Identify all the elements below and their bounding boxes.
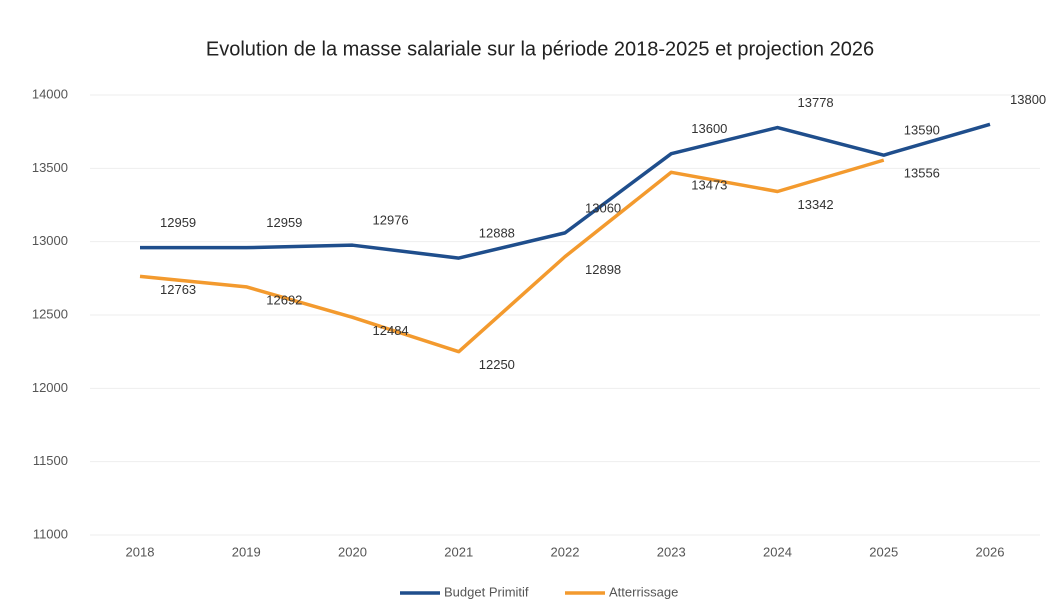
x-tick-label: 2019: [232, 544, 261, 559]
y-tick-label: 13500: [32, 160, 68, 175]
y-tick-label: 13000: [32, 233, 68, 248]
legend-label: Budget Primitif: [444, 584, 529, 599]
data-label: 13060: [585, 200, 621, 215]
data-label: 12692: [266, 292, 302, 307]
x-tick-label: 2025: [869, 544, 898, 559]
data-label: 13800: [1010, 92, 1046, 107]
y-tick-label: 12500: [32, 306, 68, 321]
x-tick-label: 2021: [444, 544, 473, 559]
x-tick-label: 2018: [126, 544, 155, 559]
data-label: 13590: [904, 123, 940, 138]
legend-label: Atterrissage: [609, 584, 678, 599]
data-label: 13600: [691, 121, 727, 136]
data-label: 13556: [904, 166, 940, 181]
series-line: [139, 158, 885, 354]
data-label: 12976: [373, 213, 409, 228]
x-tick-label: 2020: [338, 544, 367, 559]
y-tick-label: 14000: [32, 86, 68, 101]
data-label: 13778: [798, 95, 834, 110]
x-tick-label: 2026: [976, 544, 1005, 559]
data-label: 12959: [160, 215, 196, 230]
y-tick-label: 11000: [33, 526, 68, 541]
y-tick-label: 12000: [32, 380, 68, 395]
data-label: 13342: [798, 197, 834, 212]
series-line: [140, 122, 991, 260]
chart-title: Evolution de la masse salariale sur la p…: [206, 38, 874, 60]
x-tick-label: 2023: [657, 544, 686, 559]
data-label: 12888: [479, 226, 515, 241]
x-tick-label: 2022: [551, 544, 580, 559]
data-label: 12959: [266, 215, 302, 230]
data-label: 12898: [585, 262, 621, 277]
data-label: 12763: [160, 282, 196, 297]
data-label: 12250: [479, 357, 515, 372]
data-label: 12484: [373, 323, 409, 338]
data-label: 13473: [691, 178, 727, 193]
x-tick-label: 2024: [763, 544, 792, 559]
y-tick-label: 11500: [33, 453, 68, 468]
